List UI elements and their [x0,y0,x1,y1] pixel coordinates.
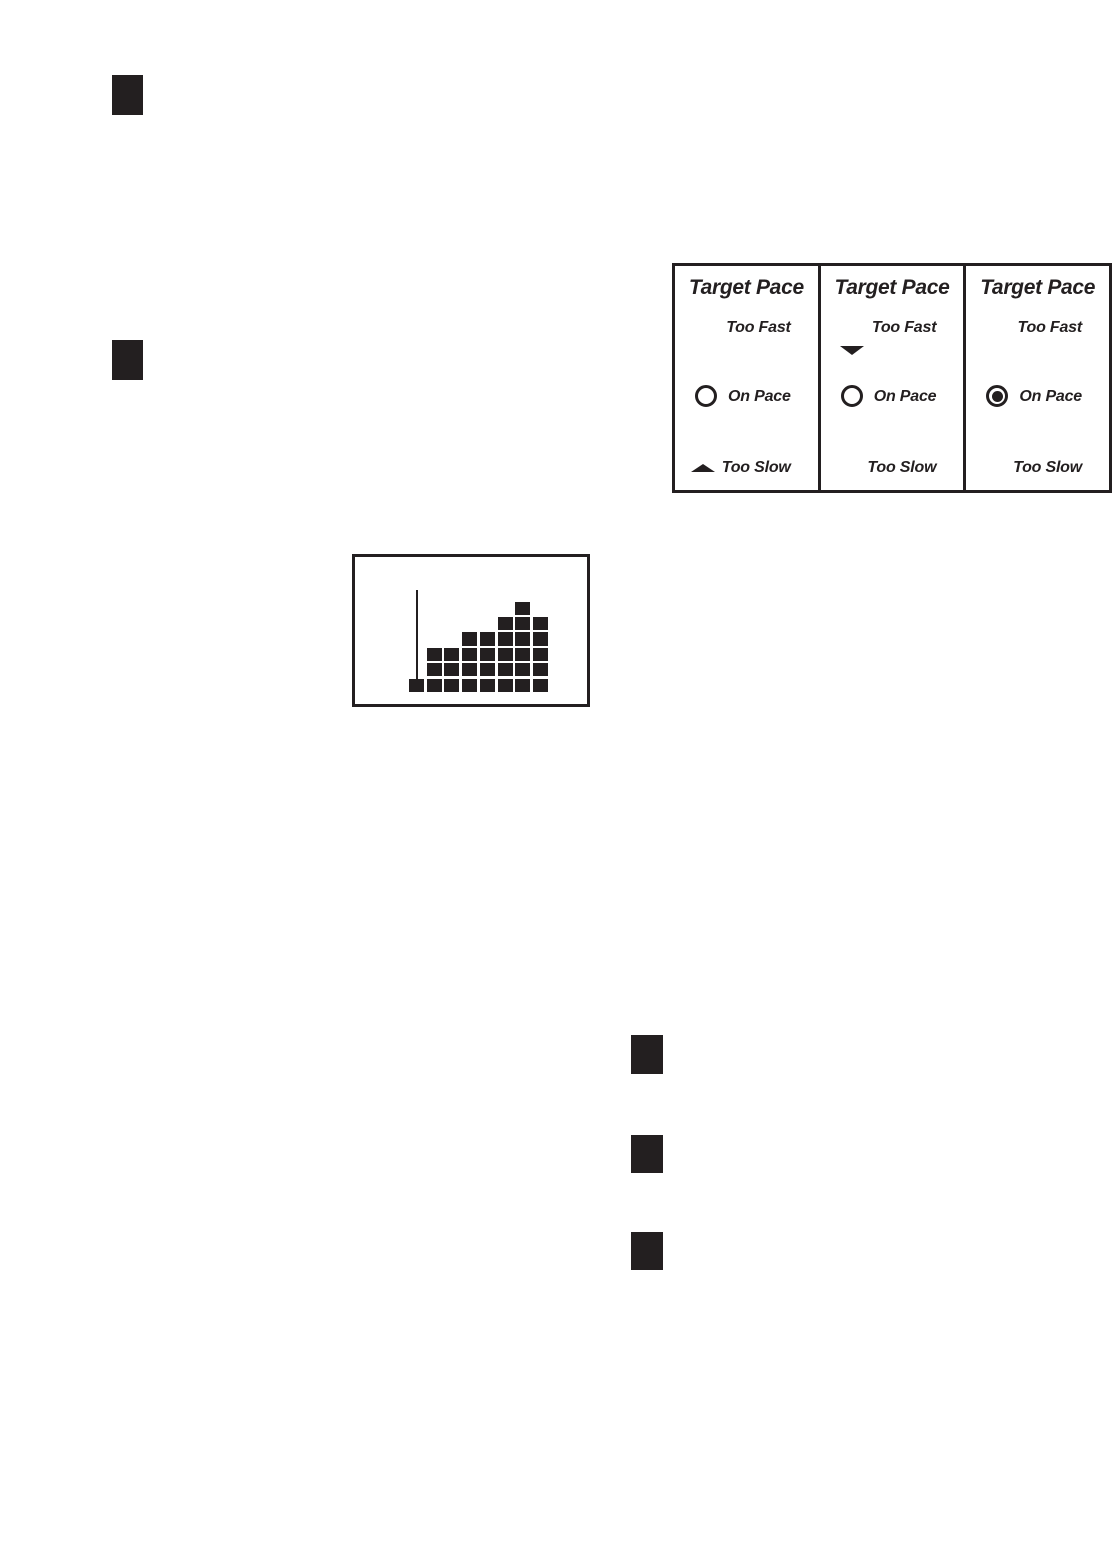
step-marker-1 [112,75,143,115]
matrix-cell [462,663,478,677]
on-pace-label: On Pace [873,388,937,405]
matrix-cell [515,647,531,662]
on-pace-indicator-icon [986,385,1009,407]
on-pace-label: On Pace [1019,388,1083,405]
target-pace-title: Target Pace [688,276,804,299]
on-pace-indicator-icon [695,385,717,407]
too-slow-label: Too Slow [721,459,791,476]
too-fast-label: Too Fast [1017,319,1083,336]
matrix-cell [532,663,548,677]
matrix-cell [497,647,513,662]
matrix-cell [532,616,548,631]
too-fast-label: Too Fast [871,319,937,336]
matrix-cell [444,663,460,677]
too-slow-label: Too Slow [867,459,937,476]
matrix-grid [355,557,587,704]
target-pace-panel: Target Pace Too Fast On Pace Too Slow Ta… [672,263,1112,493]
matrix-cell [409,678,424,692]
matrix-cell [462,678,478,692]
matrix-cell [515,632,531,646]
on-pace-dot-icon [991,390,1003,402]
matrix-display-figure [352,554,590,707]
too-fast-label: Too Fast [726,319,791,336]
matrix-cell [497,632,513,646]
step-marker-5 [631,1232,663,1270]
matrix-cell [532,678,548,692]
matrix-cell [497,678,513,692]
target-pace-column-3: Target Pace Too Fast On Pace Too Slow [963,266,1109,490]
matrix-cell [497,616,513,631]
matrix-cell [444,678,460,692]
matrix-cell [515,678,531,692]
matrix-cell [479,678,495,692]
matrix-cell [444,647,460,662]
step-marker-4 [631,1135,663,1173]
matrix-cell [532,632,548,646]
pace-arrow-up-icon [691,464,715,472]
matrix-cell [426,647,442,662]
on-pace-indicator-icon [840,385,863,407]
matrix-cell [479,632,495,646]
matrix-cell [462,647,478,662]
too-slow-label: Too Slow [1013,459,1083,476]
matrix-cell [479,647,495,662]
step-marker-3 [631,1035,663,1074]
matrix-cell [515,663,531,677]
target-pace-column-2: Target Pace Too Fast On Pace Too Slow [817,266,964,490]
target-pace-title: Target Pace [834,276,950,299]
matrix-cursor-line [415,590,418,679]
target-pace-column-1: Target Pace Too Fast On Pace Too Slow [675,266,818,490]
matrix-cell [462,632,478,646]
matrix-cell [426,678,442,692]
matrix-cell [532,647,548,662]
target-pace-title: Target Pace [980,276,1096,299]
matrix-cell [515,601,531,615]
matrix-cell [515,616,531,631]
matrix-cell [426,663,442,677]
pace-arrow-down-icon [839,346,864,355]
matrix-cell [497,663,513,677]
matrix-cell [479,663,495,677]
on-pace-label: On Pace [728,388,791,405]
step-marker-2 [112,340,143,380]
